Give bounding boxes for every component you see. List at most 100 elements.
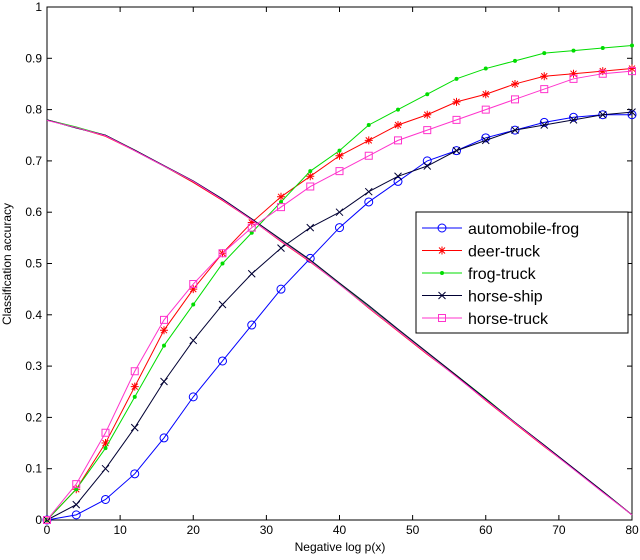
legend-label: horse-truck bbox=[468, 311, 549, 328]
marker bbox=[335, 167, 344, 176]
marker bbox=[189, 336, 198, 345]
marker bbox=[481, 105, 490, 114]
legend-marker bbox=[440, 271, 445, 275]
marker bbox=[452, 146, 462, 156]
marker bbox=[74, 487, 79, 492]
legend-marker bbox=[438, 246, 446, 255]
marker bbox=[162, 343, 167, 348]
marker bbox=[335, 151, 344, 160]
y-tick-label: 0.7 bbox=[25, 154, 42, 168]
marker bbox=[101, 428, 110, 437]
marker bbox=[630, 43, 635, 48]
marker bbox=[394, 172, 402, 181]
marker bbox=[423, 126, 432, 135]
marker bbox=[598, 110, 607, 119]
marker bbox=[101, 494, 111, 504]
marker bbox=[364, 187, 373, 196]
marker bbox=[540, 85, 549, 94]
legend: automobile-frog deer-truck frog-truck horse… bbox=[415, 211, 629, 334]
marker bbox=[396, 107, 401, 112]
marker bbox=[71, 510, 81, 520]
x-axis-label: Negative log p(x) bbox=[295, 540, 386, 554]
marker bbox=[511, 79, 519, 88]
marker bbox=[220, 261, 225, 266]
marker bbox=[335, 208, 344, 217]
marker bbox=[569, 69, 578, 78]
x-tick-label: 20 bbox=[187, 523, 201, 537]
marker bbox=[483, 66, 488, 71]
marker bbox=[247, 269, 256, 278]
marker bbox=[364, 197, 374, 207]
legend-label: horse-ship bbox=[468, 289, 543, 306]
marker bbox=[364, 136, 373, 145]
marker bbox=[218, 356, 228, 366]
marker bbox=[188, 392, 198, 402]
legend-marker bbox=[438, 314, 446, 322]
y-tick-label: 0.9 bbox=[25, 51, 42, 65]
y-tick-label: 1 bbox=[35, 0, 42, 14]
marker bbox=[423, 162, 432, 170]
x-tick-label: 50 bbox=[406, 523, 420, 537]
y-tick-label: 0 bbox=[35, 513, 42, 527]
marker bbox=[600, 46, 605, 50]
marker bbox=[247, 218, 256, 227]
marker bbox=[101, 464, 110, 473]
y-tick-label: 0.8 bbox=[25, 103, 42, 117]
marker bbox=[277, 244, 285, 252]
marker bbox=[510, 125, 520, 135]
marker bbox=[249, 230, 254, 235]
x-tick-label: 80 bbox=[625, 523, 639, 537]
series-line bbox=[46, 70, 633, 521]
marker bbox=[189, 285, 198, 294]
marker bbox=[306, 223, 315, 232]
marker bbox=[276, 284, 286, 294]
marker bbox=[452, 97, 461, 106]
marker bbox=[247, 223, 256, 232]
marker bbox=[160, 326, 168, 335]
y-tick-label: 0.1 bbox=[25, 462, 42, 476]
legend-marker bbox=[437, 223, 447, 233]
marker bbox=[569, 74, 578, 83]
marker bbox=[513, 58, 518, 63]
x-tick-label: 60 bbox=[479, 523, 493, 537]
marker bbox=[218, 249, 227, 258]
marker bbox=[511, 126, 519, 134]
marker bbox=[159, 433, 169, 443]
marker bbox=[628, 108, 636, 117]
y-tick-label: 0.4 bbox=[25, 308, 42, 322]
marker bbox=[103, 446, 108, 451]
marker bbox=[366, 123, 371, 127]
marker bbox=[306, 182, 315, 191]
marker bbox=[72, 500, 81, 509]
marker bbox=[101, 439, 110, 448]
marker bbox=[598, 69, 607, 78]
marker bbox=[628, 67, 636, 76]
marker bbox=[337, 148, 342, 153]
marker bbox=[189, 280, 198, 289]
marker bbox=[364, 151, 373, 160]
marker bbox=[306, 172, 315, 181]
marker bbox=[481, 136, 490, 145]
legend-marker bbox=[438, 291, 446, 300]
x-tick-label: 40 bbox=[333, 523, 347, 537]
marker bbox=[305, 253, 315, 263]
legend-label: automobile-frog bbox=[468, 221, 579, 238]
y-tick-label: 0.5 bbox=[25, 257, 42, 271]
x-tick-label: 30 bbox=[260, 523, 274, 537]
marker bbox=[628, 64, 636, 73]
marker bbox=[130, 423, 139, 432]
legend-label: frog-truck bbox=[468, 266, 537, 283]
marker bbox=[452, 115, 461, 124]
x-tick-label: 70 bbox=[552, 523, 566, 537]
legend-label: deer-truck bbox=[468, 244, 541, 261]
marker bbox=[511, 95, 519, 104]
marker bbox=[423, 110, 432, 119]
marker bbox=[540, 72, 549, 81]
marker bbox=[160, 315, 168, 324]
marker bbox=[598, 67, 607, 76]
marker bbox=[130, 367, 139, 376]
marker bbox=[132, 394, 137, 399]
marker bbox=[43, 516, 51, 524]
y-tick-label: 0.3 bbox=[25, 359, 42, 373]
